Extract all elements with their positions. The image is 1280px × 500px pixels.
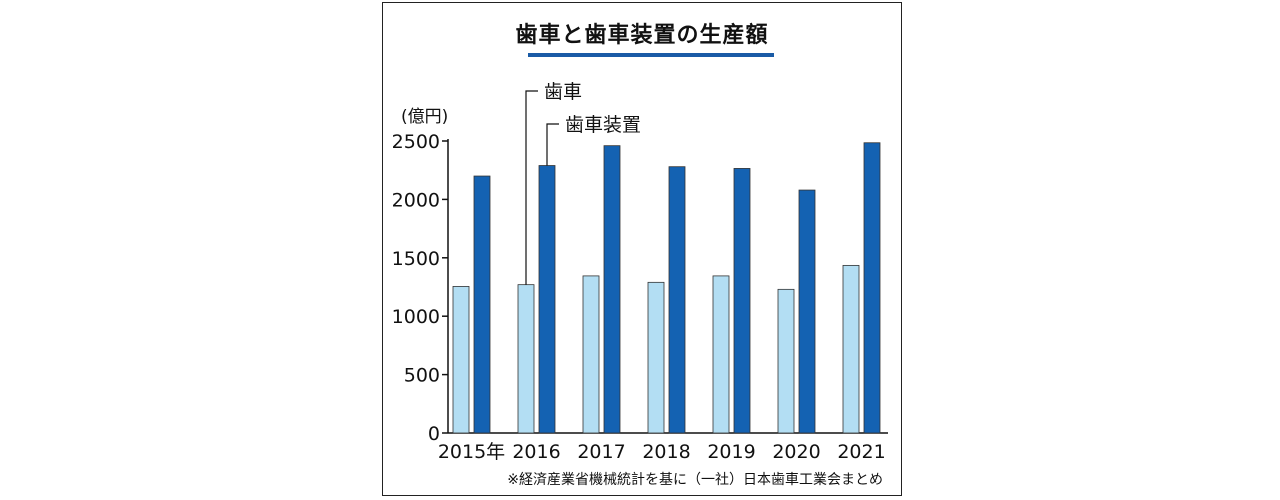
chart-panel: 歯車と歯車装置の生産額 0 500 1000 1500 2000 2500 (億円) 2015… [382, 2, 902, 496]
bar-gear [842, 264, 860, 434]
chart-title: 歯車と歯車装置の生産額 [515, 23, 769, 48]
bar-gear-device [473, 175, 491, 434]
title-underline [528, 53, 774, 57]
x-tick-label: 2018 [642, 441, 690, 463]
y-tick-label: 1500 [392, 248, 440, 270]
bar-gear-device [798, 189, 816, 434]
source-note: ※経済産業省機械統計を基に（一社）日本歯車工業会まとめ [507, 471, 883, 488]
y-tick-label: 500 [404, 365, 440, 387]
y-tick-label: 2000 [392, 189, 440, 211]
bar-gear-device [733, 168, 751, 434]
x-tick-label: 2020 [772, 441, 820, 463]
bar-gear [647, 281, 665, 434]
leader-line-gear [525, 90, 538, 285]
bar-gear [582, 275, 600, 434]
x-tick-label: 2019 [707, 441, 755, 463]
bar-gear-device [538, 165, 556, 434]
bar-gear-device [863, 142, 881, 434]
bar-gear-device [603, 145, 621, 434]
bar-gear-device [668, 166, 686, 434]
bar-gear [777, 288, 795, 434]
chart-svg: 0 500 1000 1500 2000 2500 (億円) 2015年 2016 2017 201… [392, 81, 888, 488]
y-tick-label: 0 [428, 423, 440, 445]
x-tick-label: 2021 [837, 441, 885, 463]
x-tick-label: 2015年 [438, 441, 505, 463]
leader-line-gear-device [546, 123, 559, 166]
x-tick-label: 2016 [512, 441, 560, 463]
y-unit-label: (億円) [401, 107, 448, 127]
x-tick-label: 2017 [577, 441, 625, 463]
bar-gear [712, 275, 730, 434]
series-label-gear: 歯車 [544, 81, 582, 103]
series-label-gear-device: 歯車装置 [565, 114, 641, 136]
y-tick-label: 1000 [392, 306, 440, 328]
y-tick-label: 2500 [392, 131, 440, 153]
bar-gear [517, 284, 535, 434]
bar-gear [452, 286, 470, 434]
